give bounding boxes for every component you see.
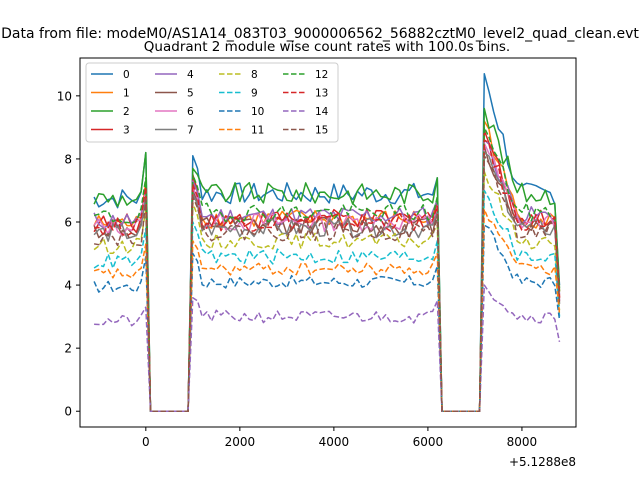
series-line-3 [93, 129, 561, 412]
legend-label: 0 [123, 69, 130, 81]
x-tick-label: 0 [142, 435, 150, 449]
legend-entry-1: 1 [91, 88, 130, 100]
legend-label: 6 [187, 106, 194, 118]
legend-entry-11: 11 [219, 125, 264, 137]
y-tick-label: 2 [64, 342, 72, 356]
legend-label: 14 [315, 106, 329, 118]
series-line-6 [93, 142, 561, 412]
legend-label: 9 [251, 88, 258, 100]
legend-entry-8: 8 [219, 69, 258, 81]
series-line-15 [93, 155, 561, 412]
series-line-13 [94, 139, 561, 412]
legend-label: 2 [123, 106, 130, 118]
x-axis-ticks: 0 2000 4000 6000 8000 [142, 427, 537, 449]
y-tick-label: 4 [64, 279, 72, 293]
legend-entry-10: 10 [219, 106, 264, 118]
y-tick-label: 8 [64, 152, 72, 166]
legend-entry-6: 6 [155, 106, 194, 118]
axes-frame [79, 57, 577, 428]
x-tick-label: 4000 [319, 435, 350, 449]
series-layer [93, 73, 561, 412]
legend-label: 8 [251, 69, 258, 81]
legend-label: 3 [123, 125, 130, 137]
legend-label: 4 [187, 69, 194, 81]
series-line-7 [93, 151, 561, 412]
legend-entry-14: 14 [283, 106, 329, 118]
legend-label: 11 [251, 125, 264, 137]
series-line-8 [93, 170, 561, 412]
legend-entry-15: 15 [283, 125, 328, 137]
y-axis-ticks: 0 2 4 6 8 10 [57, 89, 80, 419]
legend-entry-13: 13 [283, 88, 328, 100]
legend-entry-0: 0 [91, 69, 130, 81]
series-line-12 [93, 126, 561, 412]
legend-entry-5: 5 [155, 88, 194, 100]
legend-entry-4: 4 [155, 69, 194, 81]
legend-entry-12: 12 [283, 69, 328, 81]
series-line-10 [93, 224, 561, 412]
legend-entry-3: 3 [91, 125, 130, 137]
y-tick-label: 10 [57, 89, 72, 103]
series-line-11 [93, 208, 561, 412]
legend-entry-7: 7 [155, 125, 194, 137]
x-tick-label: 6000 [413, 435, 444, 449]
legend-box [85, 62, 339, 143]
figure-suptitle: Data from file: modeM0/AS1A14_083T03_900… [1, 26, 639, 42]
legend-entry-2: 2 [91, 106, 130, 118]
legend-entry-9: 9 [219, 88, 258, 100]
legend-label: 7 [187, 125, 194, 137]
legend-label: 5 [187, 88, 194, 100]
chart-title: Quadrant 2 module wise count rates with … [144, 39, 510, 55]
legend-label: 12 [315, 69, 328, 81]
y-tick-label: 6 [64, 216, 72, 230]
legend-label: 15 [315, 125, 328, 137]
x-tick-label: 2000 [225, 435, 256, 449]
x-axis-offset-label: +5.1288e8 [509, 455, 576, 469]
legend-label: 13 [315, 88, 328, 100]
series-line-4 [93, 139, 561, 412]
legend-label: 10 [251, 106, 264, 118]
y-tick-label: 0 [64, 405, 72, 419]
legend-label: 1 [123, 88, 130, 100]
x-tick-label: 8000 [507, 435, 538, 449]
series-line-14 [94, 284, 561, 412]
